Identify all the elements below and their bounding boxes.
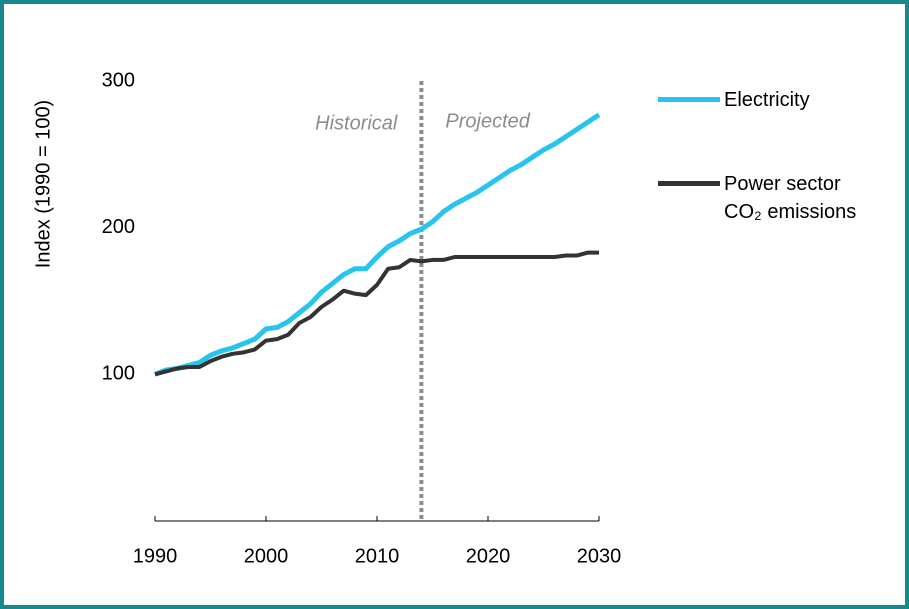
annotation: Projected <box>445 110 530 132</box>
x-tick-label: 2010 <box>355 545 400 567</box>
legend-swatch <box>658 181 720 186</box>
legend-item: Electricity <box>658 86 888 146</box>
x-tick-label: 2000 <box>244 545 289 567</box>
legend-label: Power sector CO₂ emissions <box>724 173 857 223</box>
legend-item: Power sector CO₂ emissions <box>658 170 888 230</box>
x-tick-label: 2020 <box>466 545 511 567</box>
x-tick-label: 2030 <box>577 545 622 567</box>
y-tick-label: 300 <box>102 69 135 91</box>
y-tick-label: 100 <box>102 363 135 385</box>
y-tick-label: 200 <box>102 216 135 238</box>
legend-swatch <box>658 97 720 102</box>
series-line <box>154 112 601 377</box>
series-line <box>154 250 599 377</box>
annotation: Historical <box>315 112 398 134</box>
legend: Electricity Power sector CO₂ emissions <box>658 86 888 254</box>
x-tick-label: 1990 <box>133 545 178 567</box>
y-axis-label: Index (1990 = 100) <box>32 100 54 268</box>
chart: Index (1990 = 100) 1990 2000 2010 2020 2030 1… <box>32 69 622 567</box>
legend-label: Electricity <box>724 89 810 111</box>
